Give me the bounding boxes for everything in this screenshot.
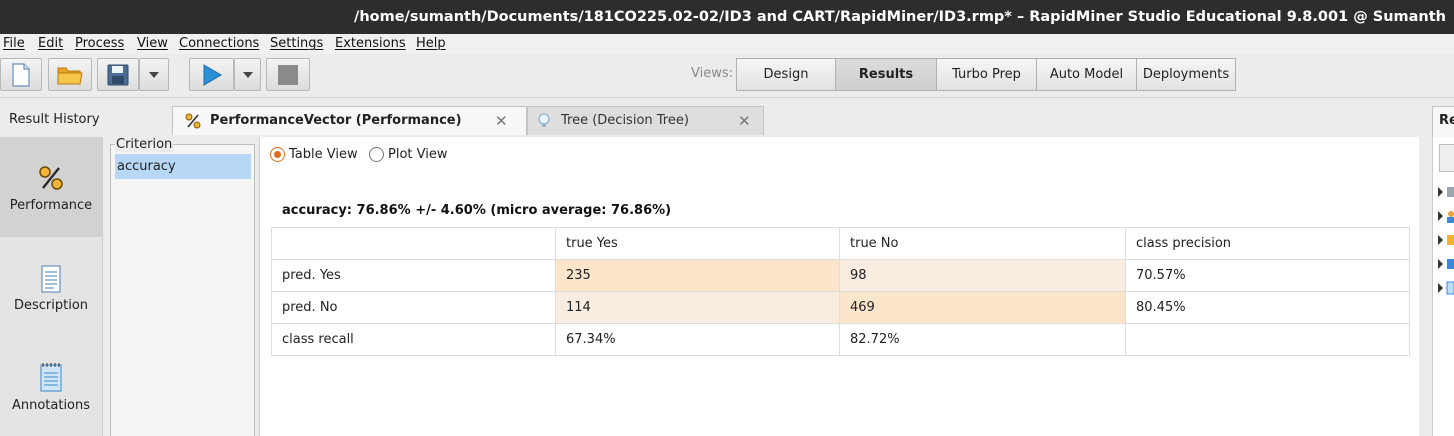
radio-label: Plot View <box>388 147 448 162</box>
new-process-button[interactable] <box>0 58 42 91</box>
empty-cell <box>1125 323 1410 356</box>
radio-label: Table View <box>289 147 358 162</box>
notepad-icon <box>40 363 62 392</box>
menu-process[interactable]: Process <box>75 36 125 51</box>
play-icon <box>203 63 222 86</box>
menu-connections[interactable]: Connections <box>179 36 260 51</box>
table-row: pred. No 114 469 80.45% <box>271 291 1410 324</box>
matrix-cell-correct: 235 <box>555 259 840 292</box>
expand-arrow-icon <box>1438 187 1454 197</box>
tab-label: Tree (Decision Tree) <box>561 113 689 128</box>
expand-arrow-icon <box>1438 235 1454 245</box>
matrix-cell-correct: 469 <box>839 291 1126 324</box>
menu-file[interactable]: File <box>3 36 25 51</box>
tab-label: PerformanceVector (Performance) <box>210 113 462 128</box>
table-row: pred. Yes 235 98 70.57% <box>271 259 1410 292</box>
radio-unselected-icon <box>369 147 384 162</box>
performance-summary: accuracy: 76.86% +/- 4.60% (micro averag… <box>282 203 672 218</box>
header-cell <box>271 227 556 260</box>
menu-bar: File Edit Process View Connections Setti… <box>0 34 1454 54</box>
document-icon <box>41 265 61 293</box>
repository-panel <box>1432 137 1454 436</box>
tab-result-history[interactable]: Result History <box>9 112 100 127</box>
run-process-button[interactable] <box>189 58 234 91</box>
criterion-legend: Criterion <box>115 137 174 152</box>
tab-performance-vector[interactable]: PerformanceVector (Performance) ✕ <box>172 106 527 135</box>
chevron-down-icon <box>242 71 253 78</box>
view-turbo-prep-button[interactable]: Turbo Prep <box>936 58 1037 91</box>
save-process-button[interactable] <box>97 58 139 91</box>
view-results-button[interactable]: Results <box>835 58 937 91</box>
repository-tree-item[interactable] <box>1436 209 1454 223</box>
table-header-row: true Yes true No class precision <box>271 227 1410 260</box>
repository-tree-item[interactable] <box>1436 281 1454 295</box>
row-label: pred. No <box>271 291 556 324</box>
criterion-panel: Criterion <box>104 137 258 436</box>
plot-view-radio[interactable]: Plot View <box>369 146 449 164</box>
expand-arrow-icon <box>1438 281 1454 295</box>
views-label: Views: <box>691 66 734 81</box>
save-options-dropdown[interactable] <box>139 58 169 91</box>
lightbulb-icon <box>538 113 550 127</box>
open-process-button[interactable] <box>48 58 92 91</box>
row-label: pred. Yes <box>271 259 556 292</box>
view-deployments-button[interactable]: Deployments <box>1136 58 1236 91</box>
menu-edit[interactable]: Edit <box>38 36 64 51</box>
repository-toolbar-button[interactable] <box>1439 144 1454 172</box>
result-sidebar: Performance Description <box>0 137 103 436</box>
toolbar: Views: Design Results Turbo Prep Auto Mo… <box>0 54 1454 98</box>
sidebar-item-annotations[interactable]: Annotations <box>0 337 102 436</box>
menu-settings[interactable]: Settings <box>270 36 324 51</box>
view-design-button[interactable]: Design <box>736 58 836 91</box>
matrix-cell-error: 114 <box>555 291 840 324</box>
criterion-list <box>110 144 255 436</box>
sidebar-item-label: Performance <box>9 198 93 213</box>
table-row: class recall 67.34% 82.72% <box>271 323 1410 356</box>
new-document-icon <box>12 62 30 87</box>
header-cell: true Yes <box>555 227 840 260</box>
chevron-down-icon <box>149 71 159 78</box>
results-tab-strip: Result History PerformanceVector (Perfor… <box>0 98 1454 136</box>
percent-icon <box>185 113 201 129</box>
sidebar-item-label: Description <box>13 298 89 313</box>
header-cell: true No <box>839 227 1126 260</box>
menu-help[interactable]: Help <box>416 36 446 51</box>
precision-cell: 70.57% <box>1125 259 1410 292</box>
sidebar-item-label: Annotations <box>11 398 91 413</box>
title-bar: /home/sumanth/Documents/181CO225.02-02/I… <box>0 0 1454 34</box>
window-title: /home/sumanth/Documents/181CO225.02-02/I… <box>354 9 1446 25</box>
sidebar-item-performance[interactable]: Performance <box>0 137 102 237</box>
close-icon[interactable]: ✕ <box>495 112 508 130</box>
repository-tree-item[interactable] <box>1436 185 1454 199</box>
header-cell: class precision <box>1125 227 1410 260</box>
radio-selected-icon <box>270 147 285 162</box>
repository-tree-item[interactable] <box>1436 233 1454 247</box>
table-view-radio[interactable]: Table View <box>270 146 360 164</box>
percent-icon <box>39 166 63 190</box>
precision-cell: 80.45% <box>1125 291 1410 324</box>
confusion-matrix-table: true Yes true No class precision pred. Y… <box>271 227 1410 356</box>
matrix-cell-error: 98 <box>839 259 1126 292</box>
repository-tree-item[interactable] <box>1436 257 1454 271</box>
menu-extensions[interactable]: Extensions <box>335 36 406 51</box>
run-options-dropdown[interactable] <box>234 58 261 91</box>
row-label: class recall <box>271 323 556 356</box>
folder-icon <box>57 67 83 84</box>
stop-process-button[interactable] <box>266 58 310 91</box>
floppy-disk-icon <box>107 64 129 85</box>
recall-cell: 67.34% <box>555 323 840 356</box>
menu-view[interactable]: View <box>137 36 168 51</box>
recall-cell: 82.72% <box>839 323 1126 356</box>
close-icon[interactable]: ✕ <box>738 112 751 130</box>
tab-decision-tree[interactable]: Tree (Decision Tree) ✕ <box>527 106 764 135</box>
tab-repository-partial[interactable]: Re <box>1432 106 1454 137</box>
view-auto-model-button[interactable]: Auto Model <box>1036 58 1137 91</box>
performance-view: Table View Plot View accuracy: 76.86% +/… <box>259 137 1419 436</box>
criterion-item-accuracy[interactable]: accuracy <box>115 154 251 179</box>
expand-arrow-icon <box>1438 211 1454 223</box>
sidebar-item-description[interactable]: Description <box>0 237 102 337</box>
expand-arrow-icon <box>1438 259 1454 269</box>
stop-icon <box>278 64 298 85</box>
